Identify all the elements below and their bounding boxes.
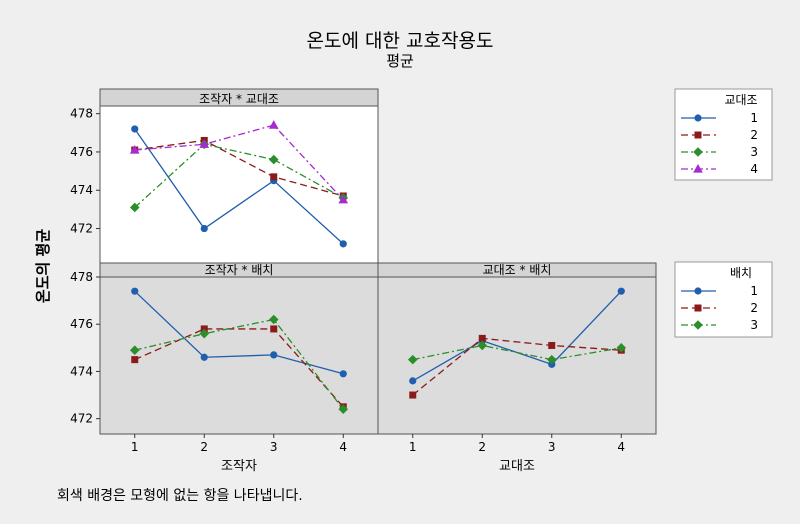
data-point	[477, 340, 488, 351]
series-line	[134, 318, 344, 410]
legend-batch-title: 배치	[730, 266, 752, 280]
data-point	[617, 287, 625, 295]
y-axis-label: 온도의 평균	[34, 229, 52, 303]
data-point	[270, 325, 278, 333]
data-point	[129, 345, 140, 355]
plot-area	[377, 276, 657, 435]
series-line	[134, 143, 344, 208]
panel-title: 조작자 * 배치	[205, 263, 274, 277]
data-point	[270, 351, 278, 359]
x-tick-label: 3	[548, 440, 556, 454]
data-point	[200, 353, 208, 361]
chart-subtitle: 평균	[386, 52, 414, 70]
data-point	[546, 354, 557, 365]
footnote: 회색 배경은 모형에 없는 항을 나타냅니다.	[57, 488, 303, 504]
series-4	[129, 120, 349, 204]
panel-title: 조작자 * 교대조	[199, 92, 279, 106]
series-3	[129, 314, 349, 415]
legend-label-1: 1	[750, 111, 758, 125]
x-tick-label: 3	[270, 440, 278, 454]
legend-shift-box	[674, 88, 773, 181]
legend-label-3: 3	[750, 318, 758, 332]
data-point	[131, 125, 139, 133]
data-point	[200, 224, 208, 233]
data-point	[268, 314, 279, 325]
data-point	[268, 120, 279, 129]
panel-1: 조작자 * 교대조 472 474 476 478	[70, 88, 379, 264]
data-point	[339, 370, 347, 378]
data-point	[616, 343, 627, 353]
panel-3: 교대조 * 배치 1 2 3 4	[377, 262, 657, 454]
series-line	[134, 328, 344, 408]
x-tick-label: 2	[478, 440, 486, 454]
panel-strip	[99, 88, 379, 107]
y-tick-label: 478	[70, 107, 93, 121]
data-point	[129, 145, 140, 154]
data-point	[338, 404, 349, 415]
panel-title: 교대조 * 배치	[483, 263, 552, 277]
x-tick-label: 4	[339, 440, 347, 454]
legend-marker-2	[694, 304, 702, 312]
legend-label-4: 4	[750, 162, 758, 176]
data-point	[548, 341, 556, 349]
y-tick-label: 472	[70, 412, 93, 426]
data-point	[268, 154, 279, 165]
legend-label-3: 3	[750, 145, 758, 159]
data-point	[131, 287, 139, 295]
x-axis-label-operator: 조작자	[221, 459, 257, 474]
legend-shift-title: 교대조	[724, 93, 757, 107]
chart-title: 온도에 대한 교호작용도	[307, 30, 494, 52]
legend-marker-3	[693, 320, 703, 330]
data-point	[199, 139, 210, 148]
data-point	[338, 194, 349, 204]
legend-label-2: 2	[750, 301, 758, 315]
legend-marker-3	[693, 147, 703, 157]
panel-2: 조작자 * 배치 472 474 476 478 1 2 3 4	[70, 262, 379, 454]
series-line	[134, 128, 344, 245]
y-tick-label: 474	[70, 183, 93, 197]
series-line	[412, 344, 622, 361]
data-point	[129, 202, 140, 213]
x-tick-label: 2	[200, 440, 208, 454]
y-tick-label: 478	[70, 270, 93, 284]
y-tick-label: 476	[70, 145, 93, 159]
panel-strip	[377, 262, 657, 278]
x-axis-label-shift: 교대조	[499, 459, 535, 474]
y-tick-label: 476	[70, 317, 93, 331]
data-point	[409, 377, 417, 385]
data-point	[199, 328, 210, 339]
legend-label-2: 2	[750, 128, 758, 142]
legend-marker-4	[693, 164, 703, 173]
series-3	[407, 340, 627, 365]
series-line	[412, 337, 622, 396]
data-point	[339, 240, 347, 248]
x-tick-label: 4	[617, 440, 625, 454]
legend-marker-1	[694, 287, 702, 295]
legend-marker-1	[694, 114, 702, 122]
legend-marker-2	[694, 131, 702, 139]
legend-label-1: 1	[750, 284, 758, 298]
legend-shift: 교대조 1 2 3 4	[674, 88, 773, 181]
series-1	[131, 125, 347, 248]
legend-batch: 배치 1 2 3	[674, 261, 773, 338]
data-point	[131, 356, 139, 364]
plot-area	[99, 105, 379, 264]
data-point	[409, 391, 417, 399]
x-tick-label: 1	[131, 440, 139, 454]
data-point	[478, 334, 486, 342]
y-tick-label: 472	[70, 222, 93, 236]
panels-group: 조작자 * 교대조 472 474 476 478 조작자 * 배치 472 474 476 47…	[70, 88, 657, 454]
series-line	[134, 139, 344, 197]
data-point	[407, 354, 418, 365]
x-tick-label: 1	[409, 440, 417, 454]
series-line	[134, 124, 344, 201]
data-point	[270, 173, 278, 181]
y-tick-label: 474	[70, 364, 93, 378]
